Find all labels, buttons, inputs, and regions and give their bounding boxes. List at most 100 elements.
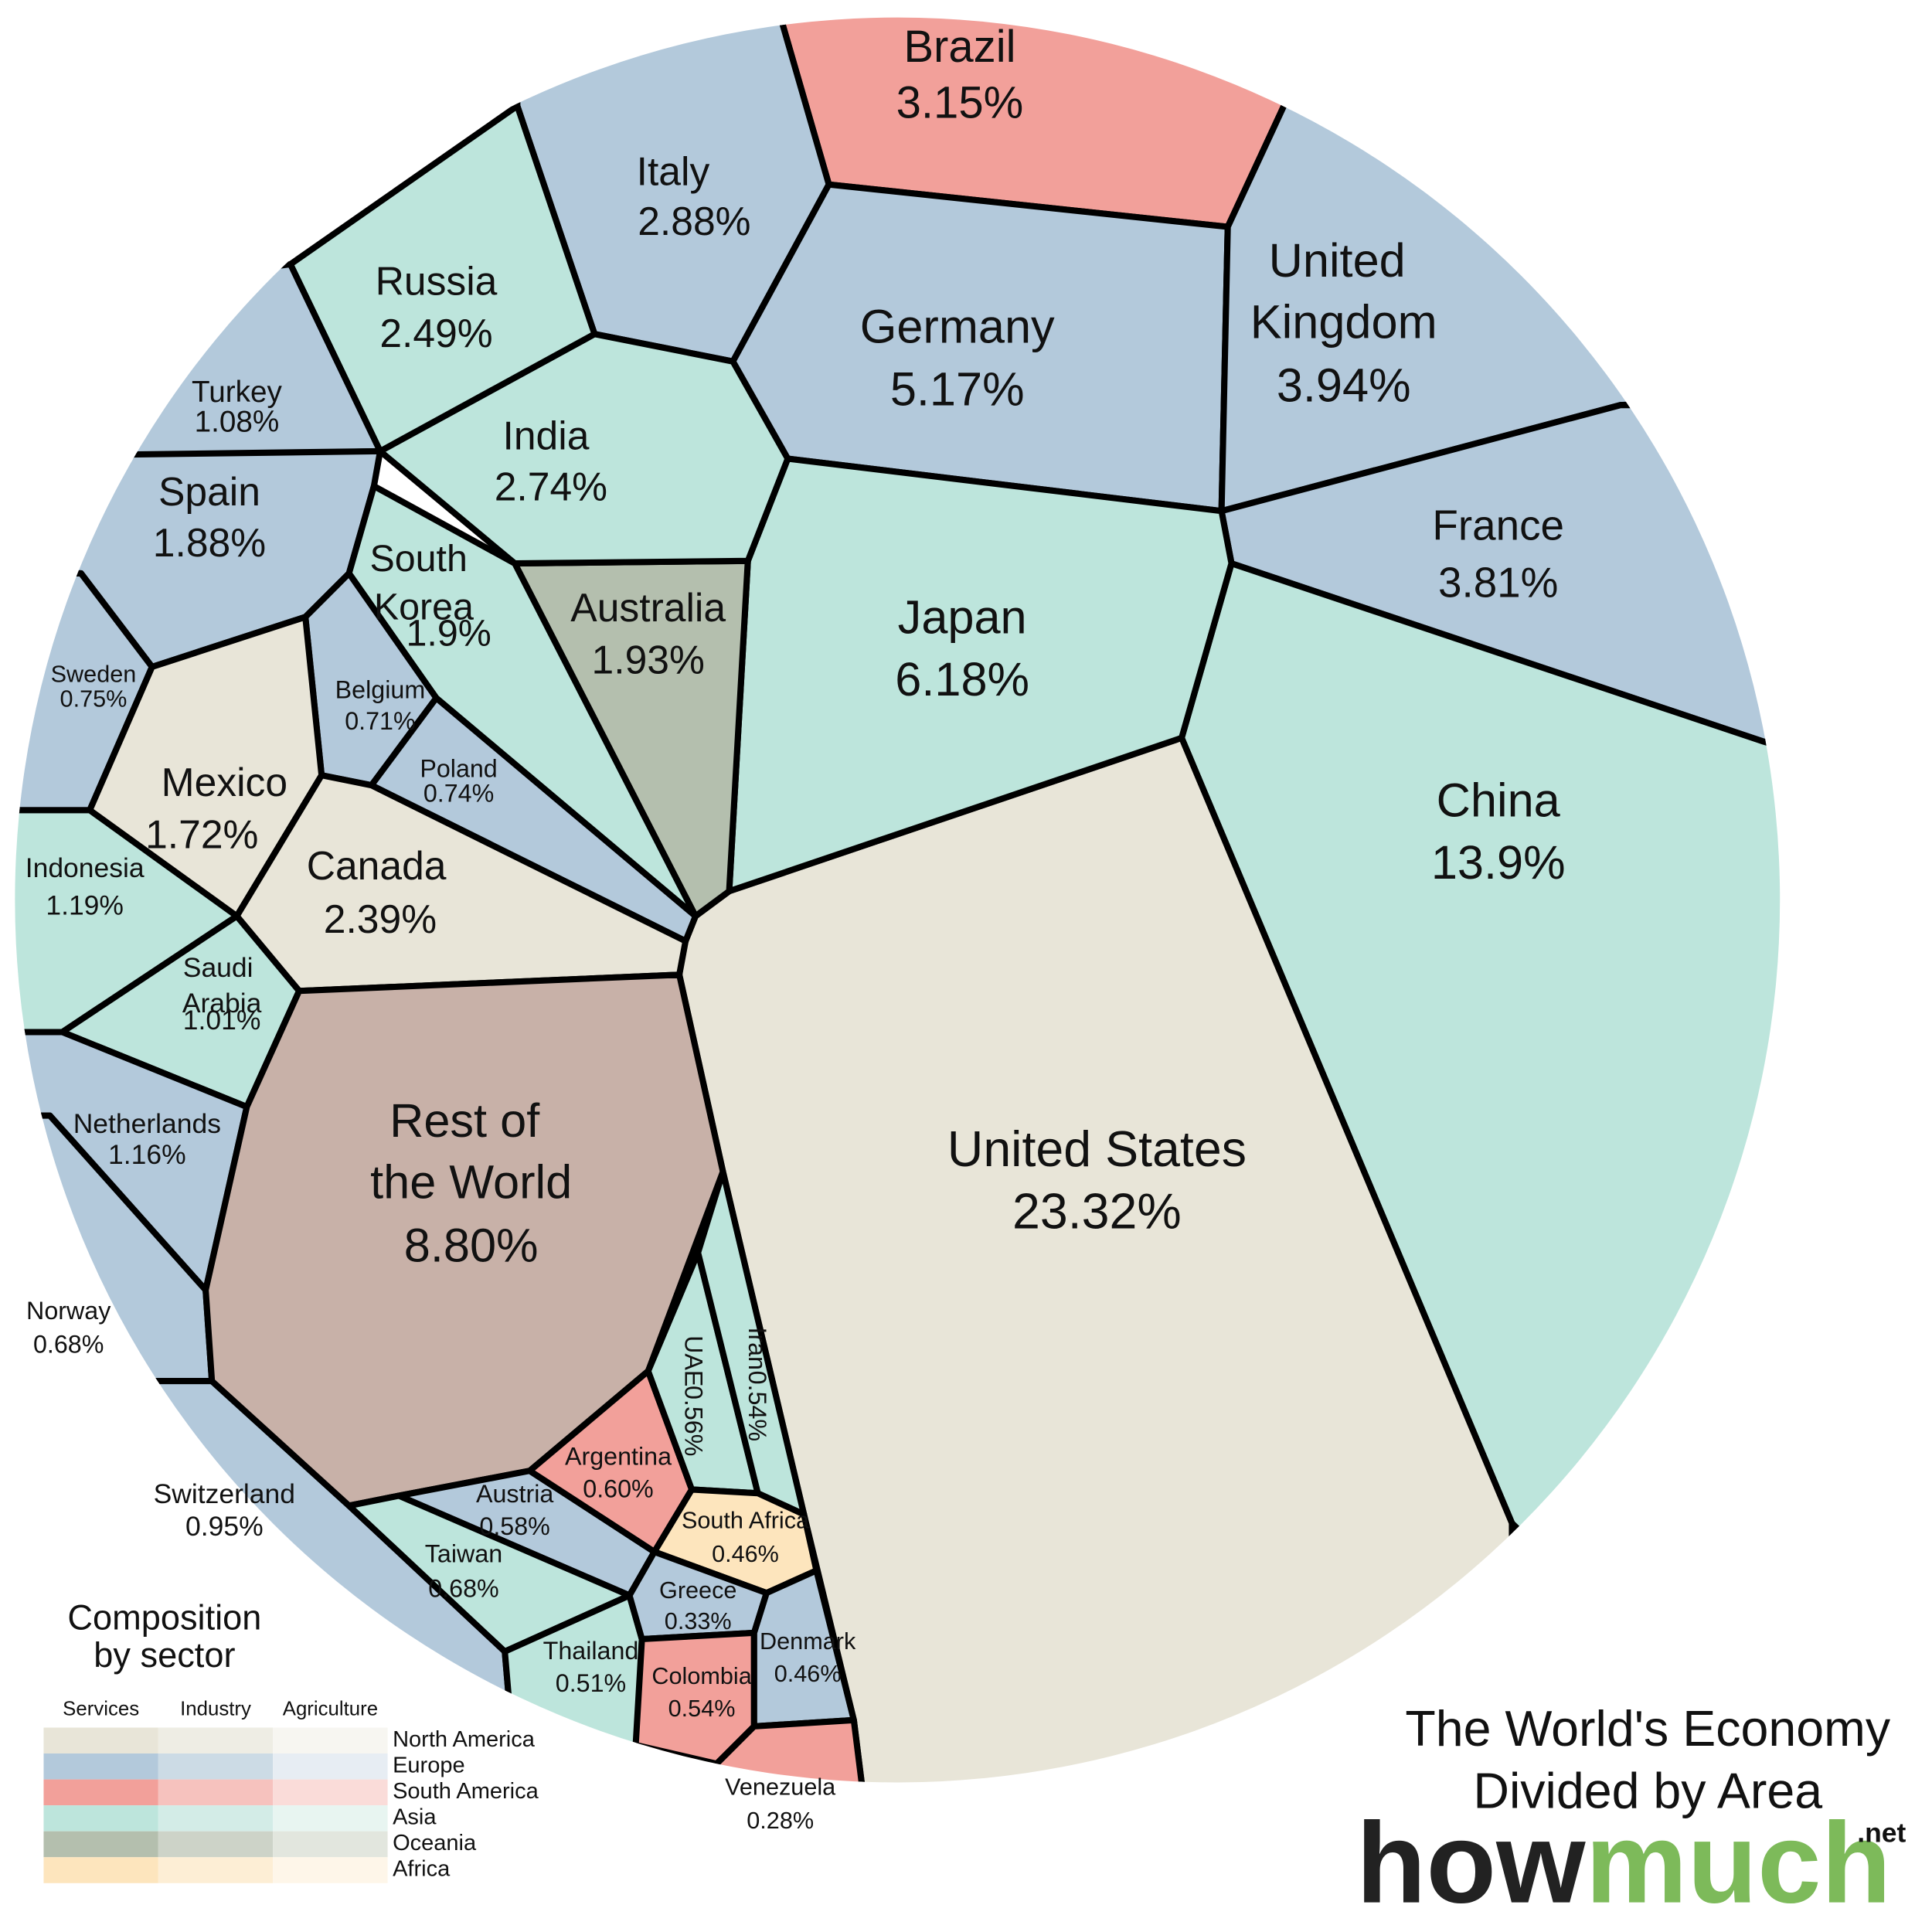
cell-value-label: 3.15%	[896, 77, 1024, 128]
legend-sector: Industry	[180, 1699, 251, 1720]
cell-value-label: 1.08%	[195, 406, 280, 439]
cell-value-label: 0.28%	[747, 1808, 814, 1834]
cell-name: Denmark	[760, 1628, 856, 1655]
cell-value-label: 0.68%	[428, 1575, 498, 1603]
cell-value-label: 23.32%	[1012, 1184, 1182, 1240]
cell-name: Taiwan	[425, 1539, 502, 1567]
cell-value-label: 1.19%	[46, 890, 124, 921]
legend-swatch	[273, 1805, 388, 1832]
cell-name-line: the World	[370, 1156, 572, 1209]
cell-name: Canada	[307, 843, 447, 888]
cell-value-label: 0.46%	[774, 1661, 842, 1687]
cell-value-label: 2.88%	[638, 199, 750, 243]
legend-title: Composition	[67, 1598, 261, 1638]
chart-title: Divided by Area	[1473, 1764, 1822, 1819]
cell-name: China	[1437, 774, 1561, 827]
cell-value-label: 0.33%	[665, 1608, 732, 1634]
cell-name: Mexico	[162, 760, 287, 804]
legend-region: Africa	[393, 1857, 451, 1882]
cell-value-label: 0.46%	[712, 1541, 779, 1567]
cell-value-label: 2.74%	[495, 464, 607, 509]
cell-value-label: 0.71%	[345, 707, 415, 735]
cell-name: Venezuela	[725, 1774, 836, 1801]
cell-name: Brazil	[903, 22, 1015, 72]
cell-name: Russia	[376, 258, 498, 303]
cell-name: Germany	[860, 301, 1055, 353]
cell	[750, 1567, 857, 1730]
cell-name-line: United	[1269, 234, 1419, 287]
cell-name: South Korea	[369, 538, 478, 628]
cell-name-line: Arabia	[182, 988, 262, 1019]
cell-name: Switzerland	[154, 1478, 295, 1509]
cell-value-label: 8.80%	[404, 1219, 539, 1271]
cell-value-label: 6.18%	[895, 653, 1029, 706]
legend-swatch	[158, 1727, 274, 1754]
legend-swatch	[43, 1727, 158, 1754]
cell-value-label: 1.16%	[108, 1139, 186, 1170]
cell-name: Poland	[420, 754, 497, 782]
cell-name: Iran	[743, 1327, 771, 1370]
cell-name: Japan	[898, 590, 1027, 643]
cell-name: Belgium	[335, 676, 426, 704]
cell-value-label: 0.95%	[185, 1511, 264, 1542]
cell-name: Argentina	[565, 1443, 672, 1471]
legend-sector: Services	[63, 1699, 139, 1720]
legend-swatch	[158, 1779, 274, 1806]
cell-name: Sweden	[51, 661, 137, 687]
cell-value-label: 0.54%	[743, 1371, 771, 1441]
cell-value-label: 1.93%	[592, 638, 705, 682]
legend-swatch	[158, 1753, 274, 1780]
cell-name-line: Saudi	[183, 952, 261, 983]
legend-sector: Agriculture	[283, 1699, 378, 1720]
legend-region: Oceania	[393, 1831, 477, 1855]
cell-value-label: 2.49%	[379, 311, 492, 355]
legend-swatch	[273, 1779, 388, 1806]
cell-value-label: 3.81%	[1438, 559, 1558, 607]
cell-name-line: Kingdom	[1250, 296, 1437, 349]
cell-value-label: 0.75%	[60, 686, 128, 713]
legend-swatch	[43, 1857, 158, 1883]
cell-name: United Kingdom	[1250, 234, 1437, 349]
cell-value-label: 0.74%	[423, 780, 494, 808]
cell-name: Thailand	[543, 1637, 639, 1665]
cell-name: Saudi Arabia	[182, 952, 262, 1019]
cell-name: UAE	[680, 1335, 708, 1386]
legend-swatch	[43, 1831, 158, 1858]
legend-swatch	[273, 1831, 388, 1858]
legend-swatch	[43, 1753, 158, 1780]
legend-swatch	[158, 1857, 274, 1883]
legend-swatch	[43, 1779, 158, 1806]
cell-value-label: 0.56%	[680, 1386, 708, 1456]
cell-value-label: 3.94%	[1277, 359, 1411, 411]
cell-value-label: 2.39%	[324, 896, 437, 941]
cell-name: Greece	[659, 1577, 736, 1604]
cell-name: Turkey	[192, 376, 282, 409]
cell-name: Australia	[570, 585, 726, 630]
chart-title: The World's Economy	[1405, 1701, 1890, 1757]
annotations: The World's Economy Divided by Areahowmuc…	[43, 1598, 1906, 1927]
cell-name: Italy	[637, 148, 710, 193]
cell-name: Austria	[476, 1480, 553, 1508]
cell-name: Rest of the World	[370, 1094, 572, 1209]
cell-name-line: South	[369, 538, 478, 580]
cell-value-label: 1.88%	[153, 520, 266, 565]
cell-name: France	[1432, 501, 1564, 549]
cell-value-label: 0.60%	[583, 1475, 653, 1503]
brand-accent: much	[1586, 1800, 1892, 1927]
cell-name-line: Korea	[374, 586, 474, 628]
cell-value-label: 0.58%	[479, 1512, 549, 1540]
legend-swatch	[43, 1805, 158, 1832]
cell	[695, 1716, 876, 1783]
legend-title: by sector	[94, 1635, 235, 1675]
legend-swatch	[158, 1831, 274, 1858]
cell-value-label: 1.72%	[145, 812, 258, 857]
cell-name: Netherlands	[73, 1108, 221, 1139]
cell-value-label: 5.17%	[890, 362, 1025, 415]
legend-region: South America	[393, 1779, 539, 1804]
legend-swatch	[273, 1857, 388, 1883]
legend-region: Europe	[393, 1753, 465, 1777]
cell-value-label: 1.9%	[406, 612, 492, 654]
cell-value-label: 13.9%	[1431, 836, 1566, 889]
